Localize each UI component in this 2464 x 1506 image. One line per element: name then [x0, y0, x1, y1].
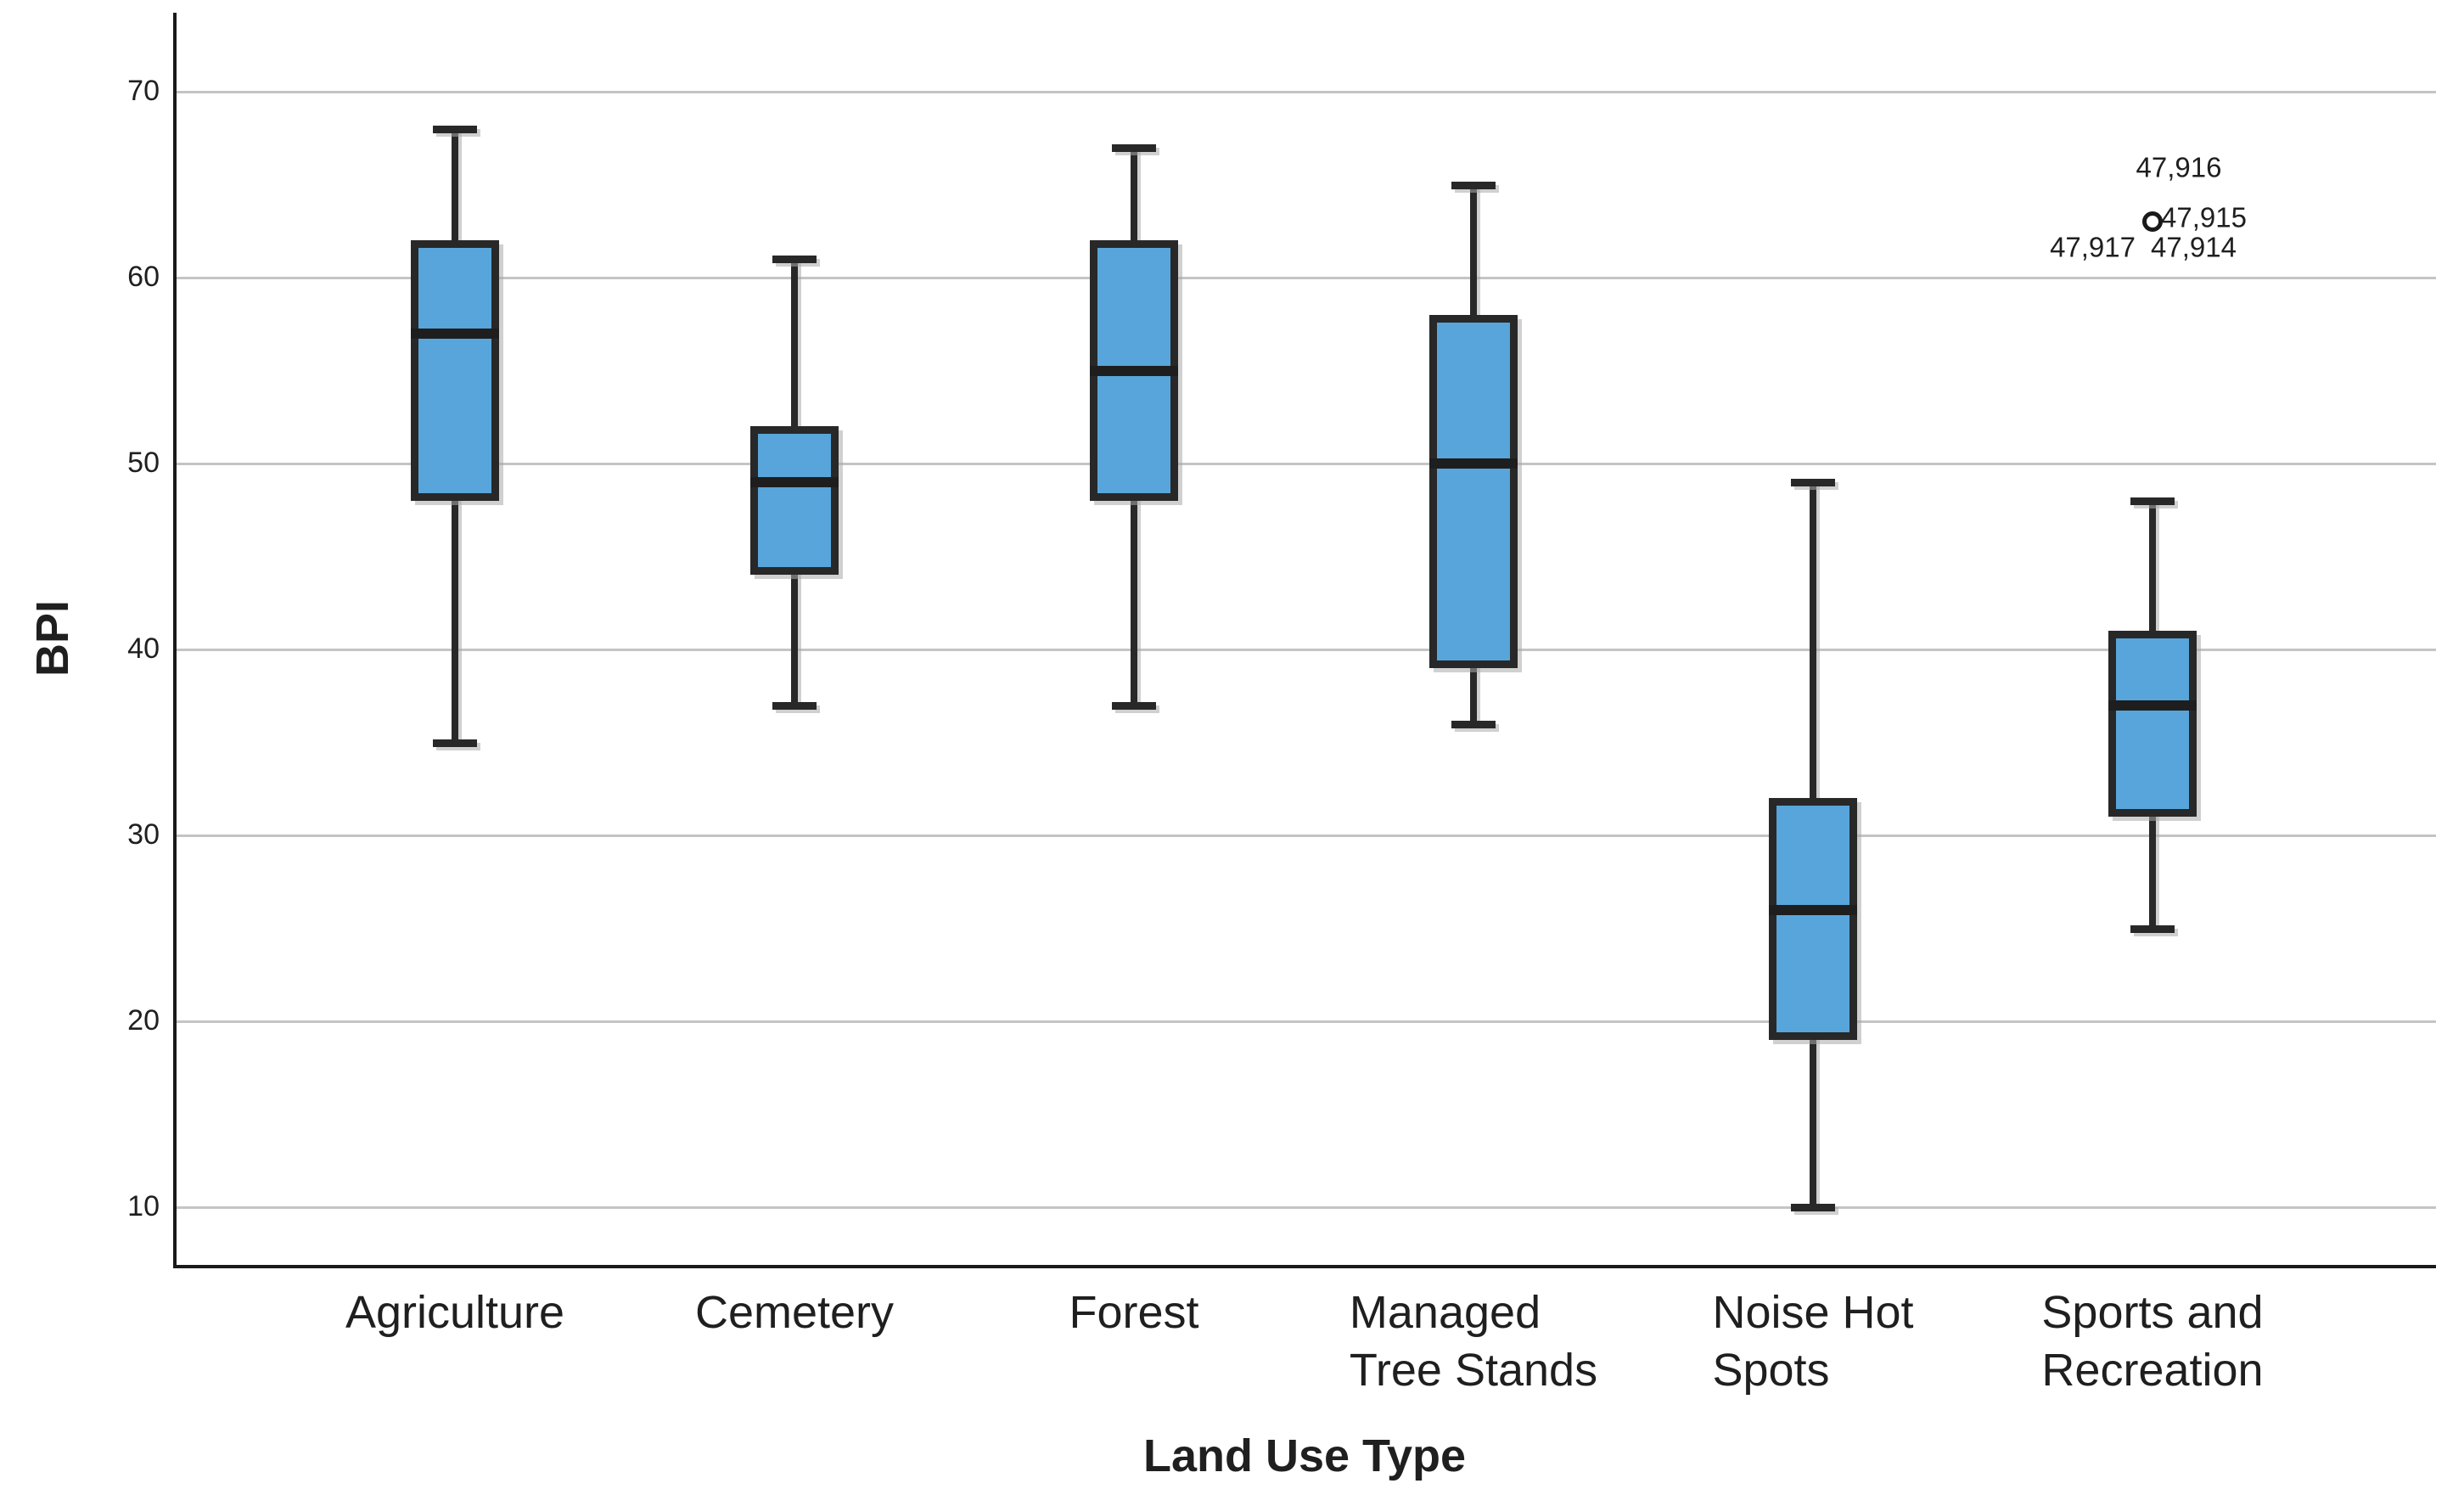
gridline-40 [173, 648, 2436, 651]
y-axis-line [173, 13, 177, 1268]
y-tick-label-10: 10 [127, 1190, 160, 1222]
median-line-managed-tree-stands [1429, 458, 1518, 469]
outlier-label-bottom-left: 47,917 [2050, 231, 2136, 263]
outlier-circle-marker-sports-and-recreation [2142, 211, 2163, 233]
y-tick-label-20: 20 [127, 1004, 160, 1037]
y-tick-label-30: 30 [127, 818, 160, 851]
box-cemetery [750, 426, 839, 576]
outlier-label-right: 47,915 [2161, 201, 2247, 233]
x-category-label-cemetery: Cemetery [694, 1287, 895, 1338]
y-tick-label-60: 60 [127, 261, 160, 293]
median-line-cemetery [750, 476, 839, 487]
x-axis-title: Land Use Type [1142, 1430, 1467, 1481]
x-category-label-sports-and-recreation: Sports and Recreation [2041, 1287, 2264, 1396]
gridline-50 [173, 462, 2436, 465]
whisker-cap-min-noise-hot-spots [1791, 1204, 1835, 1211]
outlier-label-bottom-right: 47,914 [2151, 231, 2237, 263]
whisker-cap-max-noise-hot-spots [1791, 478, 1835, 486]
gridline-70 [173, 90, 2436, 93]
x-category-label-managed-tree-stands: Managed Tree Stands [1349, 1287, 1598, 1396]
x-category-label-forest: Forest [1069, 1287, 1199, 1338]
x-category-label-noise-hot-spots: Noise Hot Spots [1712, 1287, 1914, 1396]
gridline-20 [173, 1020, 2436, 1023]
whisker-cap-max-sports-and-recreation [2130, 497, 2175, 505]
y-tick-label-40: 40 [127, 632, 160, 665]
median-line-noise-hot-spots [1769, 904, 1857, 915]
box-noise-hot-spots [1769, 798, 1857, 1040]
outlier-label-top: 47,916 [2136, 151, 2222, 183]
box-managed-tree-stands [1429, 314, 1518, 668]
gridline-30 [173, 834, 2436, 837]
x-category-label-agriculture: Agriculture [345, 1287, 565, 1338]
gridline-60 [173, 276, 2436, 279]
whisker-cap-max-managed-tree-stands [1451, 181, 1496, 189]
box-sports-and-recreation [2108, 631, 2197, 818]
whisker-cap-max-cemetery [772, 256, 817, 264]
x-axis-line [173, 1265, 2436, 1268]
y-tick-label-70: 70 [127, 75, 160, 107]
whisker-cap-min-cemetery [772, 701, 817, 710]
whisker-cap-min-sports-and-recreation [2130, 924, 2175, 933]
whisker-cap-max-agriculture [433, 125, 477, 133]
median-line-sports-and-recreation [2108, 700, 2197, 711]
whisker-cap-max-forest [1112, 143, 1156, 152]
box-agriculture [411, 240, 499, 501]
median-line-agriculture [411, 328, 499, 339]
whisker-cap-min-managed-tree-stands [1451, 720, 1496, 728]
gridline-10 [173, 1205, 2436, 1209]
whisker-cap-min-agriculture [433, 739, 477, 747]
whisker-cap-min-forest [1112, 701, 1156, 710]
y-tick-label-50: 50 [127, 447, 160, 479]
median-line-forest [1090, 365, 1178, 376]
